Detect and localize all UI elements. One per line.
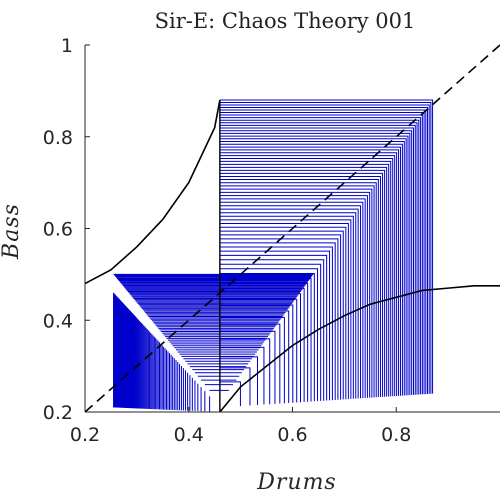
axes: [84, 44, 500, 413]
x-tick-label: 0.8: [381, 424, 411, 446]
x-tick-label: 0.2: [70, 424, 100, 446]
x-axis-label: Drums: [256, 470, 336, 495]
x-tick-label: 0.6: [277, 424, 307, 446]
curve-lines: [84, 44, 500, 413]
y-tick-label: 1: [61, 35, 73, 57]
map-curve-2: [219, 285, 500, 413]
y-tick-label: 0.8: [43, 127, 73, 149]
x-tick-label: 0.4: [174, 424, 204, 446]
y-tick-label: 0.6: [43, 219, 73, 241]
cobweb-path: [113, 99, 434, 412]
tick-labels: 0.2 0.4 0.6 0.8 0.2 0.4 0.6 0.8 1: [43, 35, 412, 446]
chart-title: Sir-E: Chaos Theory 001: [155, 9, 416, 33]
cobweb-lines: [113, 99, 434, 412]
diagonal-line: [84, 44, 500, 413]
y-tick-label: 0.2: [43, 402, 73, 424]
y-axis-label: Bass: [0, 203, 24, 260]
map-curve-1: [84, 99, 221, 285]
y-tick-label: 0.4: [43, 310, 73, 332]
